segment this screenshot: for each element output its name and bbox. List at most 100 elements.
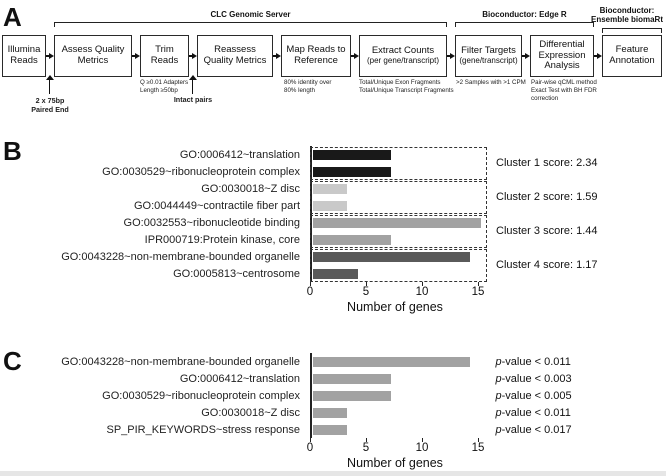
c-axis-tick: 5 <box>362 442 370 454</box>
category-label: GO:0006412~translation <box>179 148 300 161</box>
bar <box>313 407 347 418</box>
category-label: GO:0005813~centrosome <box>173 267 300 280</box>
c-axis-tick: 0 <box>306 442 314 454</box>
p-value-label: p-value < 0.003 <box>495 372 572 385</box>
bracket-bioconductor-biomart <box>602 28 662 33</box>
flow-arrow-icon <box>522 35 530 77</box>
annotation-count-fragments: Total/Unique Exon Fragments Total/Unique… <box>359 79 454 95</box>
cluster-score-label: Cluster 4 score: 1.17 <box>496 259 598 271</box>
flow-arrow-icon <box>447 35 455 77</box>
b-y-axis <box>310 146 312 282</box>
group-label-bioconductor-biomart: Bioconductor: Ensemble biomaRt <box>590 6 663 25</box>
annotation-mapping-params: 80% identity over 80% length <box>284 79 332 95</box>
category-label: IPR000719:Protein kinase, core <box>144 233 300 246</box>
b-axis-tickmark <box>478 282 480 286</box>
category-label: GO:0030018~Z disc <box>201 182 300 195</box>
flow-arrow-icon <box>594 35 602 77</box>
panel-b-label: B <box>3 136 22 166</box>
panel-c-label: C <box>3 346 22 376</box>
bar <box>313 373 392 384</box>
bar <box>313 390 392 401</box>
category-label: GO:0043228~non-membrane-bounded organell… <box>61 355 300 368</box>
workflow-step-feature-annotation: Feature Annotation <box>602 35 662 77</box>
flow-arrow-icon <box>273 35 281 77</box>
bar <box>313 149 392 160</box>
annotation-trim-params: Q ≥0.01 Adapters Length ≥50bp <box>140 79 189 95</box>
b-axis-tickmark <box>310 282 312 286</box>
step-title: Trim Reads <box>150 44 179 66</box>
up-arrow-icon <box>188 75 197 94</box>
c-x-axis-title: Number of genes <box>347 456 443 470</box>
workflow-step-reassess-quality: Reassess Quality Metrics <box>197 35 273 77</box>
cluster-group-2: GO:0030018~Z disc GO:0044449~contractile… <box>0 180 666 214</box>
category-label: GO:0030529~ribonucleoprotein complex <box>102 165 300 178</box>
panel-b-bar-chart: GO:0006412~translation GO:0030529~ribonu… <box>0 146 666 282</box>
step-title: Differential Expression Analysis <box>538 39 586 72</box>
step-title: Extract Counts <box>371 45 435 57</box>
bar-row: GO:0005813~centrosome <box>0 265 666 282</box>
step-subtitle: (per gene/transcript) <box>366 55 440 65</box>
annotation-filter-params: >2 Samples with >1 CPM <box>456 79 526 86</box>
workflow: Illumina Reads Assess Quality Metrics Tr… <box>2 35 662 77</box>
bar-row: GO:0030529~ribonucleoprotein complex <box>0 163 666 180</box>
step-title: Illumina Reads <box>7 44 41 66</box>
cluster-group-3: GO:0032553~ribonucleotide binding IPR000… <box>0 214 666 248</box>
bar <box>313 356 470 367</box>
bar-row: GO:0044449~contractile fiber part <box>0 197 666 214</box>
panel-c-bar-chart: GO:0043228~non-membrane-bounded organell… <box>0 353 666 438</box>
b-x-axis-title: Number of genes <box>347 300 443 314</box>
bar <box>313 183 347 194</box>
b-axis-tick: 5 <box>362 286 370 298</box>
bar-row: GO:0030018~Z disc p-value < 0.011 <box>0 404 666 421</box>
c-axis-tick: 10 <box>415 442 429 454</box>
bar-row: GO:0043228~non-membrane-bounded organell… <box>0 248 666 265</box>
c-axis-tickmark <box>478 438 480 442</box>
cluster-score-label: Cluster 3 score: 1.44 <box>496 225 598 237</box>
bracket-clc-genomic-server <box>54 22 447 27</box>
bar <box>313 424 347 435</box>
step-title: Assess Quality Metrics <box>61 44 125 66</box>
bar <box>313 200 347 211</box>
c-axis-tick: 15 <box>471 442 485 454</box>
bar-row: SP_PIR_KEYWORDS~stress response p-value … <box>0 421 666 438</box>
workflow-step-trim-reads: Trim Reads <box>140 35 189 77</box>
bar <box>313 251 470 262</box>
bar-row: GO:0006412~translation p-value < 0.003 <box>0 370 666 387</box>
workflow-step-illumina-reads: Illumina Reads <box>2 35 46 77</box>
c-axis-tickmark <box>422 438 424 442</box>
group-label-bioconductor-edger: Bioconductor: Edge R <box>482 10 567 19</box>
p-value-label: p-value < 0.011 <box>495 355 571 368</box>
cluster-group-4: GO:0043228~non-membrane-bounded organell… <box>0 248 666 282</box>
workflow-step-differential-expression: Differential Expression Analysis <box>530 35 594 77</box>
cluster-3-dashed-box <box>310 214 487 248</box>
b-axis-tick: 10 <box>415 286 429 298</box>
bar <box>313 234 392 245</box>
category-label: SP_PIR_KEYWORDS~stress response <box>106 423 301 436</box>
p-value-label: p-value < 0.011 <box>495 406 571 419</box>
cluster-score-label: Cluster 1 score: 2.34 <box>496 157 598 169</box>
flow-arrow-icon <box>351 35 359 77</box>
bar <box>313 217 481 228</box>
workflow-step-assess-quality: Assess Quality Metrics <box>54 35 132 77</box>
p-value-label: p-value < 0.017 <box>495 423 572 436</box>
p-value-label: p-value < 0.005 <box>495 389 572 402</box>
bottom-divider <box>0 471 666 476</box>
cluster-group-1: GO:0006412~translation GO:0030529~ribonu… <box>0 146 666 180</box>
category-label: GO:0032553~ribonucleotide binding <box>123 216 300 229</box>
step-subtitle: (gene/transcript) <box>459 55 518 65</box>
bar <box>313 166 392 177</box>
category-label: GO:0044449~contractile fiber part <box>133 199 300 212</box>
bar-row: GO:0043228~non-membrane-bounded organell… <box>0 353 666 370</box>
category-label: GO:0043228~non-membrane-bounded organell… <box>61 250 300 263</box>
flow-arrow-icon <box>189 35 197 77</box>
b-axis-tickmark <box>366 282 368 286</box>
step-title: Map Reads to Reference <box>286 44 346 66</box>
panel-a-label: A <box>3 2 22 32</box>
up-arrow-icon <box>45 75 54 94</box>
cluster-2-dashed-box <box>310 180 487 214</box>
b-axis-tick: 0 <box>306 286 314 298</box>
workflow-step-extract-counts: Extract Counts (per gene/transcript) <box>359 35 447 77</box>
category-label: GO:0030529~ribonucleoprotein complex <box>102 389 300 402</box>
cluster-score-label: Cluster 2 score: 1.59 <box>496 191 598 203</box>
